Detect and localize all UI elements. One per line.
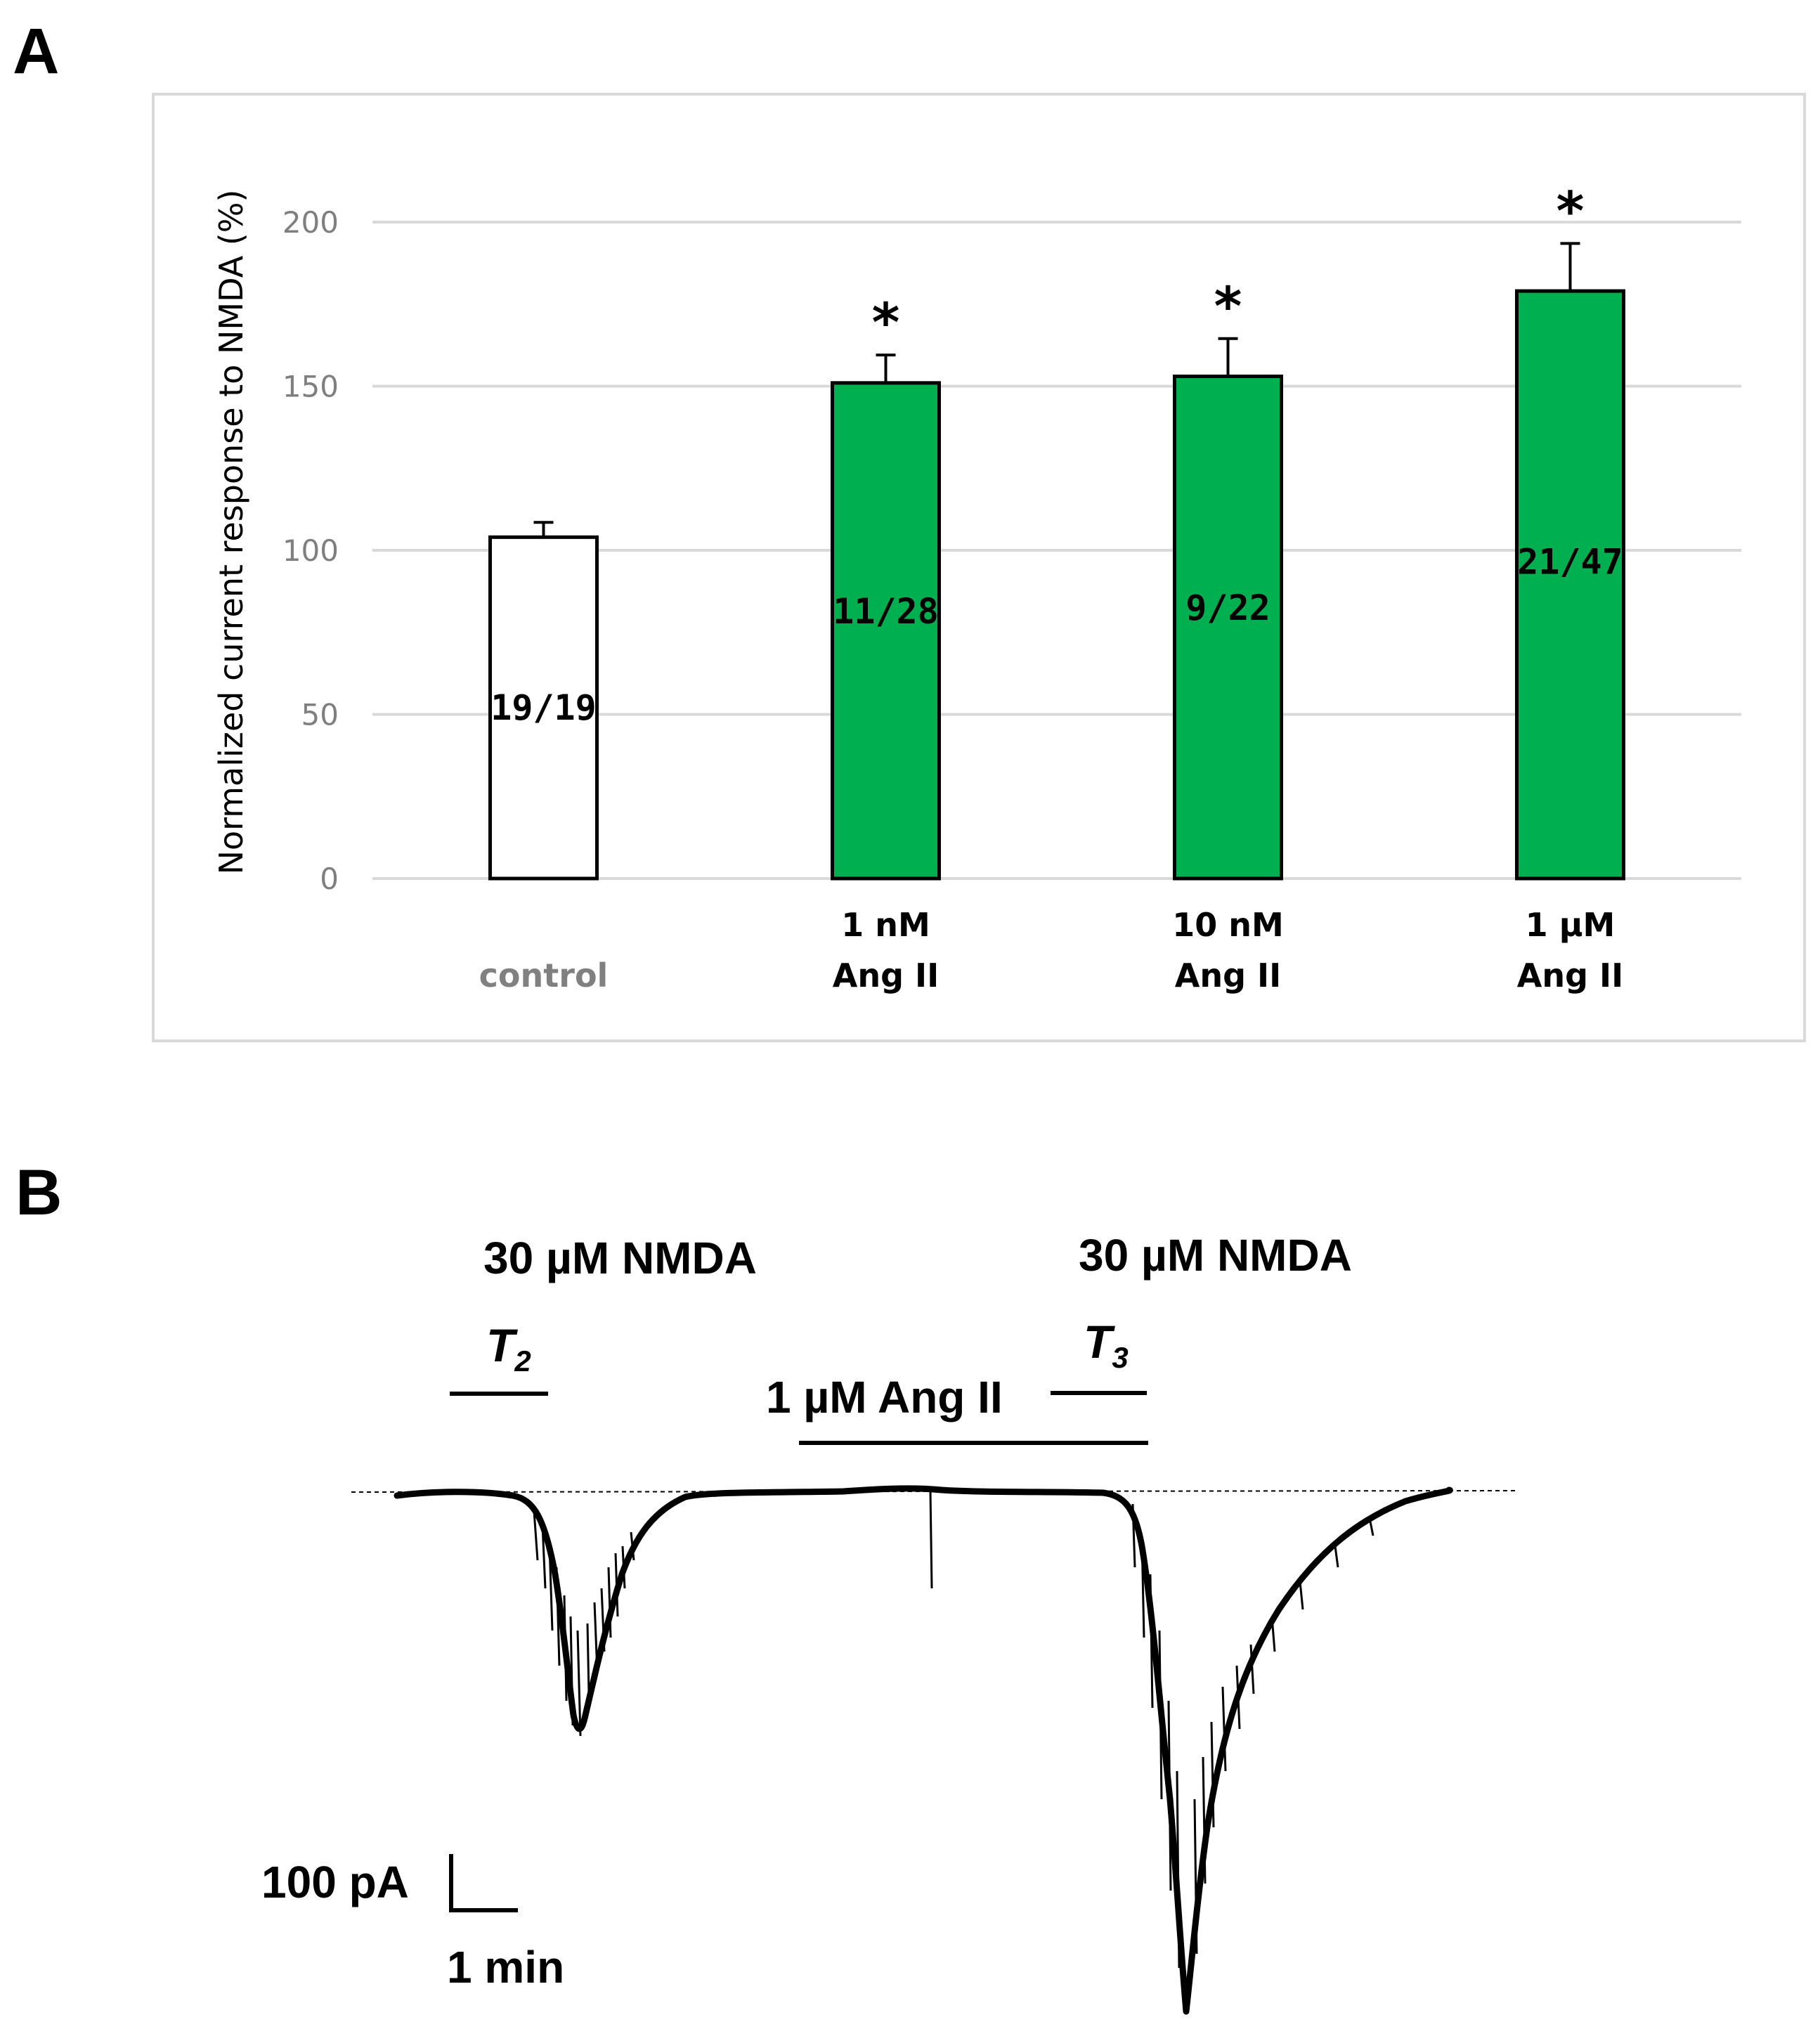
n-label: 9/22 <box>1185 588 1270 628</box>
category-label-line1: 1 nM <box>841 906 930 944</box>
scale-time-label: 1 min <box>447 1942 564 1992</box>
n-labels: 19/19 11/28 9/22 21/47 <box>490 542 1623 728</box>
significance-star: * <box>1556 179 1585 242</box>
significance-markers: * * * <box>872 179 1585 354</box>
y-tick-label: 100 <box>282 533 339 568</box>
y-axis-label: Normalized current response to NMDA (%) <box>212 190 250 875</box>
bar <box>488 535 599 881</box>
t2-main: T <box>486 1319 518 1371</box>
bars <box>488 289 1625 881</box>
trace-noise <box>533 1491 1374 1969</box>
nmda-label-1: 30 µM NMDA <box>483 1233 757 1283</box>
nmda-label-2: 30 µM NMDA <box>1079 1230 1352 1281</box>
category-label-line1: 10 nM <box>1172 906 1284 944</box>
t3-main: T <box>1084 1316 1115 1368</box>
t3-label: T3 <box>1084 1316 1129 1374</box>
chart-gridlines <box>372 221 1741 880</box>
category-labels: control 1 nM Ang II 10 nM Ang II 1 µM Ang II <box>479 906 1624 994</box>
y-axis-ticks: 0 50 100 150 200 <box>282 205 339 896</box>
panel-b-letter: B <box>15 1157 62 1229</box>
category-label-line2: control <box>479 957 609 994</box>
category-label-line2: Ang II <box>1175 957 1282 994</box>
error-bars <box>533 242 1580 538</box>
t2-sub: 2 <box>514 1344 531 1378</box>
y-tick-label: 200 <box>282 205 339 240</box>
scale-bar <box>449 1854 518 1912</box>
trace-path <box>394 1485 1453 2015</box>
current-trace <box>394 1485 1453 2015</box>
panel-a-letter: A <box>13 15 59 87</box>
scale-current-label: 100 pA <box>261 1857 409 1907</box>
category-label-line2: Ang II <box>833 957 940 994</box>
category-label-line2: Ang II <box>1517 957 1624 994</box>
y-tick-label: 150 <box>282 370 339 404</box>
y-tick-label: 0 <box>320 862 339 896</box>
bar <box>1173 374 1283 881</box>
angii-label: 1 µM Ang II <box>766 1372 1003 1422</box>
category-label-line1: 1 µM <box>1526 906 1616 944</box>
t3-sub: 3 <box>1112 1341 1128 1374</box>
significance-star: * <box>1214 275 1242 337</box>
chart-frame <box>152 93 1806 1042</box>
bar <box>831 381 941 881</box>
n-label: 11/28 <box>833 591 939 632</box>
n-label: 21/47 <box>1517 542 1623 583</box>
t2-label: T2 <box>486 1319 531 1378</box>
y-tick-label: 50 <box>301 698 339 732</box>
n-label: 19/19 <box>490 687 597 728</box>
significance-star: * <box>872 291 900 354</box>
bar <box>1515 289 1625 881</box>
